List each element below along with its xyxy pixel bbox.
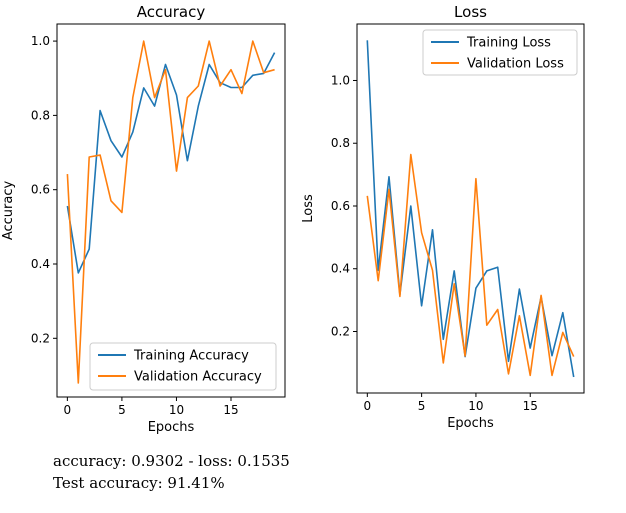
accuracy-loss-readout: accuracy: 0.9302 - loss: 0.1535 (53, 452, 290, 470)
x-axis-label: Epochs (447, 416, 494, 431)
evaluation-results: accuracy: 0.9302 - loss: 0.1535 Test acc… (53, 450, 290, 494)
y-tick-label: 0.2 (331, 325, 350, 339)
legend-label-training: Training Loss (466, 36, 551, 51)
x-tick-label: 15 (223, 403, 238, 417)
y-axis-label: Accuracy (1, 181, 16, 241)
test-accuracy-readout: Test accuracy: 91.41% (53, 474, 225, 492)
y-tick-label: 0.2 (31, 331, 50, 345)
series-line-validation (66, 40, 275, 384)
legend-label-validation: Validation Accuracy (134, 370, 262, 385)
legend: Training Accuracy Validation Accuracy (89, 342, 277, 391)
series-line-validation (366, 153, 575, 377)
series-line-training (366, 40, 575, 378)
chart-title: Loss (454, 3, 487, 21)
legend-box (89, 342, 277, 391)
y-tick-label: 0.4 (31, 257, 50, 271)
plot-frame (356, 23, 585, 394)
legend-box (422, 29, 578, 76)
x-axis-label: Epochs (148, 420, 195, 435)
x-tick-label: 5 (118, 403, 126, 417)
plot-frame (56, 23, 286, 398)
legend-label-training: Training Accuracy (133, 349, 249, 364)
y-tick-label: 1.0 (31, 34, 50, 48)
y-tick-label: 0.8 (331, 136, 350, 150)
y-axis-label: Loss (301, 194, 316, 223)
x-tick-label: 0 (363, 399, 371, 413)
series-line-training (66, 52, 276, 274)
y-tick-label: 0.6 (31, 183, 50, 197)
chart-title: Accuracy (137, 3, 206, 21)
y-tick-label: 0.6 (331, 199, 350, 213)
loss-chart: Loss 0 5 10 15 0.2 0.4 0.6 0.8 1.0 Epochs Loss Train… (301, 3, 585, 431)
accuracy-chart: Accuracy 0 5 10 15 0.2 0.4 0.6 0.8 1.0 Epochs Accur… (1, 3, 286, 435)
x-tick-label: 0 (64, 403, 72, 417)
y-tick-label: 1.0 (331, 73, 350, 87)
x-tick-label: 15 (523, 399, 538, 413)
y-tick-label: 0.4 (331, 262, 350, 276)
legend: Training Loss Validation Loss (422, 29, 578, 76)
y-tick-label: 0.8 (31, 108, 50, 122)
x-tick-label: 5 (418, 399, 426, 413)
legend-label-validation: Validation Loss (467, 57, 564, 72)
x-tick-label: 10 (169, 403, 184, 417)
x-tick-label: 10 (468, 399, 483, 413)
